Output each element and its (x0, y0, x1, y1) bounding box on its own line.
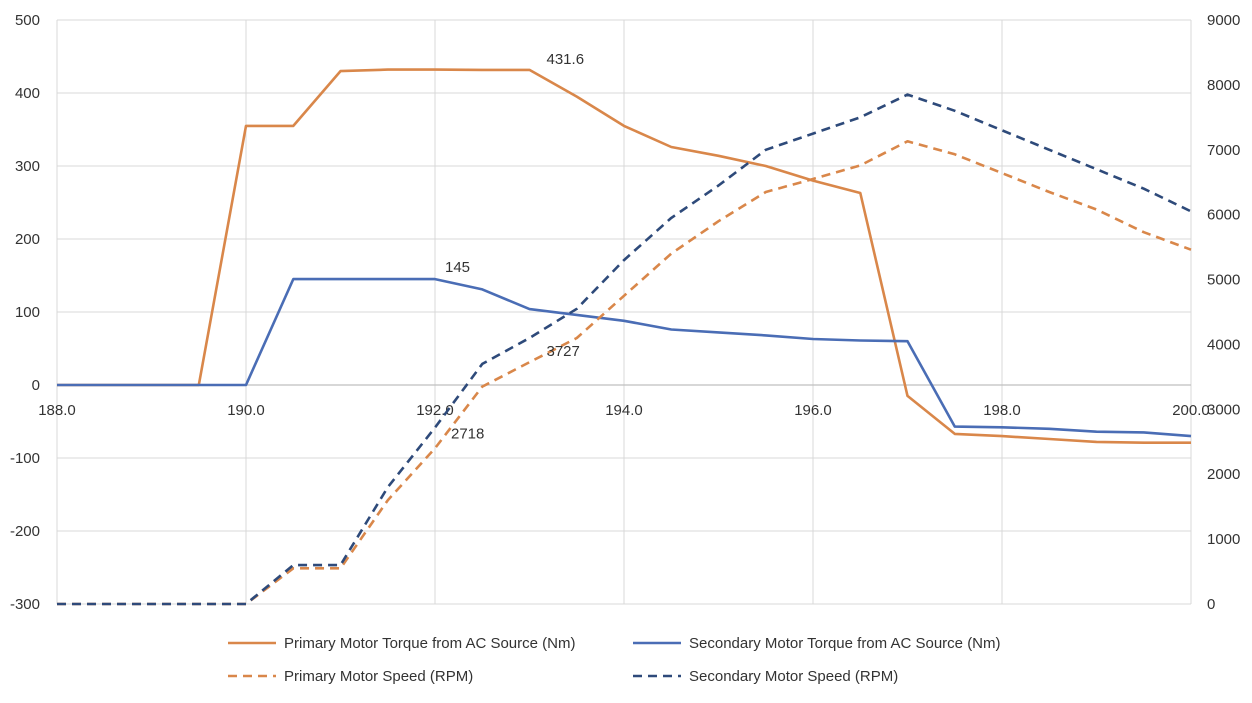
legend-label: Secondary Motor Speed (RPM) (689, 668, 898, 685)
data-labels: 431.6 145 3727 2718 (445, 51, 584, 443)
grid-lines (56, 19, 1192, 605)
legend-label: Primary Motor Speed (RPM) (284, 668, 473, 685)
data-label: 3727 (547, 343, 580, 360)
y-right-tick-label: 8000 (1207, 77, 1240, 94)
y-left-tick-label: 0 (32, 377, 40, 394)
series-line-1 (57, 68, 1191, 445)
x-tick-label: 198.0 (983, 402, 1021, 419)
y-left-tick-label: -300 (10, 596, 40, 613)
plot-area (57, 68, 1192, 606)
y-left-tick-label: 200 (15, 231, 40, 248)
legend-item: Secondary Motor Torque from AC Source (N… (633, 635, 1001, 652)
x-tick-label: 190.0 (227, 402, 265, 419)
y-right-tick-label: 7000 (1207, 142, 1240, 159)
series-line-2 (57, 277, 1192, 438)
x-tick-label: 188.0 (38, 402, 76, 419)
y-right-tick-label: 6000 (1207, 207, 1240, 224)
y-right-tick-label: 2000 (1207, 466, 1240, 483)
y-left-tick-label: 500 (15, 12, 40, 29)
legend-label: Primary Motor Torque from AC Source (Nm) (284, 635, 575, 652)
legend-item: Primary Motor Speed (RPM) (228, 668, 473, 685)
data-label: 431.6 (547, 51, 585, 68)
series-line-3 (57, 140, 1192, 606)
x-tick-label: 196.0 (794, 402, 832, 419)
legend-label: Secondary Motor Torque from AC Source (N… (689, 635, 1001, 652)
x-tick-label: 194.0 (605, 402, 643, 419)
legend: Primary Motor Torque from AC Source (Nm)… (228, 635, 1001, 685)
y-right-tick-label: 9000 (1207, 12, 1240, 29)
data-label: 145 (445, 259, 470, 276)
data-label: 2718 (451, 426, 484, 443)
legend-item: Secondary Motor Speed (RPM) (633, 668, 898, 685)
y-right-tick-label: 4000 (1207, 336, 1240, 353)
y-right-tick-label: 5000 (1207, 272, 1240, 289)
y-left-tick-label: 100 (15, 304, 40, 321)
y-left-tick-label: -100 (10, 450, 40, 467)
y-right-tick-label: 0 (1207, 596, 1215, 613)
legend-item: Primary Motor Torque from AC Source (Nm) (228, 635, 575, 652)
series-line-4 (57, 93, 1192, 606)
y-left-tick-label: 300 (15, 158, 40, 175)
y-left-tick-label: -200 (10, 523, 40, 540)
y-right-tick-label: 3000 (1207, 401, 1240, 418)
y-left-tick-label: 400 (15, 85, 40, 102)
x-tick-label: 200.0 (1172, 402, 1210, 419)
y-right-tick-label: 1000 (1207, 531, 1240, 548)
